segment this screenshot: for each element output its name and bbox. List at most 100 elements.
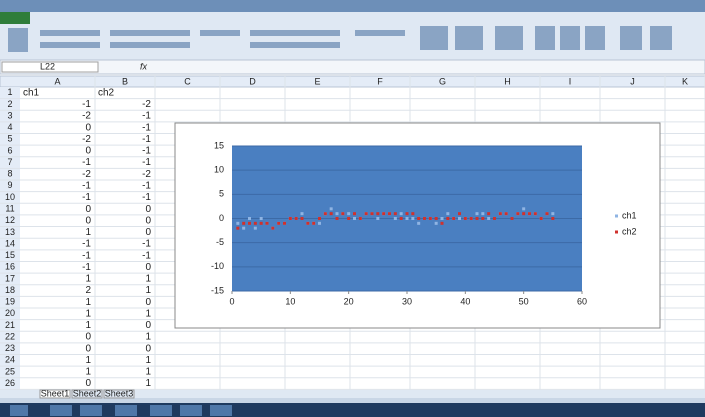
cell: 1 [85, 367, 91, 378]
point [353, 217, 356, 220]
point [546, 212, 549, 215]
point [481, 212, 484, 215]
point [289, 217, 292, 220]
point [435, 222, 438, 225]
row-header: 20 [5, 308, 15, 318]
cell: -1 [142, 239, 151, 250]
cell: 1 [145, 378, 151, 389]
x-tick-label: 10 [285, 296, 295, 306]
excel-window: L22 fx ABCDEFGHIJK1234567891011121314151… [0, 0, 705, 417]
row-header: 13 [5, 227, 15, 237]
point [376, 217, 379, 220]
cell: 1 [145, 332, 151, 343]
cell: -1 [82, 157, 91, 168]
column-header: K [682, 76, 688, 86]
point [365, 212, 368, 215]
row-header: 21 [5, 320, 15, 330]
row-header: 3 [7, 110, 12, 120]
status-bar [0, 398, 705, 403]
cell: 0 [85, 215, 91, 226]
row-header: 23 [5, 343, 15, 353]
cell: -1 [82, 239, 91, 250]
cell: -1 [142, 122, 151, 133]
cell: 2 [85, 285, 91, 296]
cell: 1 [85, 227, 91, 238]
column-header: F [377, 76, 383, 86]
point [481, 217, 484, 220]
row-header: 5 [7, 134, 12, 144]
point [388, 212, 391, 215]
point [266, 222, 269, 225]
cell: ch1 [23, 87, 40, 98]
point [242, 227, 245, 230]
cell: 1 [85, 320, 91, 331]
y-tick-label: -10 [211, 261, 224, 271]
point [301, 212, 304, 215]
point [301, 217, 304, 220]
point [435, 217, 438, 220]
row-header: 24 [5, 355, 15, 365]
point [452, 217, 455, 220]
cell: 1 [85, 308, 91, 319]
x-tick-label: 40 [460, 296, 470, 306]
cell: 0 [85, 332, 91, 343]
point [341, 212, 344, 215]
row-header: 10 [5, 192, 15, 202]
point [522, 212, 525, 215]
point [417, 222, 420, 225]
column-header: C [184, 76, 191, 86]
taskbar [0, 403, 705, 417]
cell: -1 [142, 157, 151, 168]
point [551, 212, 554, 215]
cell: -1 [82, 99, 91, 110]
cell: -1 [82, 262, 91, 273]
point [441, 222, 444, 225]
row-header: 26 [5, 378, 15, 388]
cell: -1 [82, 192, 91, 203]
point [318, 222, 321, 225]
y-tick-label: -5 [216, 237, 224, 247]
cell: -2 [82, 169, 91, 180]
cell: 0 [145, 215, 151, 226]
cell: 0 [145, 320, 151, 331]
point [487, 212, 490, 215]
y-tick-label: 10 [214, 165, 224, 175]
point [283, 222, 286, 225]
point [359, 217, 362, 220]
file-tab[interactable] [0, 12, 30, 24]
cell: 0 [145, 227, 151, 238]
sheet-tab-label: Sheet3 [105, 388, 134, 398]
cell: 0 [145, 262, 151, 273]
point [406, 217, 409, 220]
sheet-tab-label: Sheet2 [73, 388, 102, 398]
point [277, 222, 280, 225]
point [458, 217, 461, 220]
point [522, 207, 525, 210]
cell: 1 [145, 285, 151, 296]
row-header: 6 [7, 145, 12, 155]
row-header: 25 [5, 366, 15, 376]
column-header: E [314, 76, 320, 86]
legend-marker [615, 231, 618, 234]
cell: 0 [145, 343, 151, 354]
point [254, 222, 257, 225]
point [330, 207, 333, 210]
point [347, 217, 350, 220]
cell: 0 [145, 297, 151, 308]
cell: -1 [142, 180, 151, 191]
row-header: 22 [5, 331, 15, 341]
y-tick-label: 0 [219, 213, 224, 223]
point [411, 212, 414, 215]
point [458, 212, 461, 215]
point [260, 222, 263, 225]
point [534, 212, 537, 215]
point [406, 212, 409, 215]
point [324, 212, 327, 215]
point [295, 217, 298, 220]
row-header: 17 [5, 273, 15, 283]
title-bar [0, 0, 705, 12]
point [487, 217, 490, 220]
point [511, 217, 514, 220]
name-box-text: L22 [40, 61, 55, 71]
point [446, 212, 449, 215]
